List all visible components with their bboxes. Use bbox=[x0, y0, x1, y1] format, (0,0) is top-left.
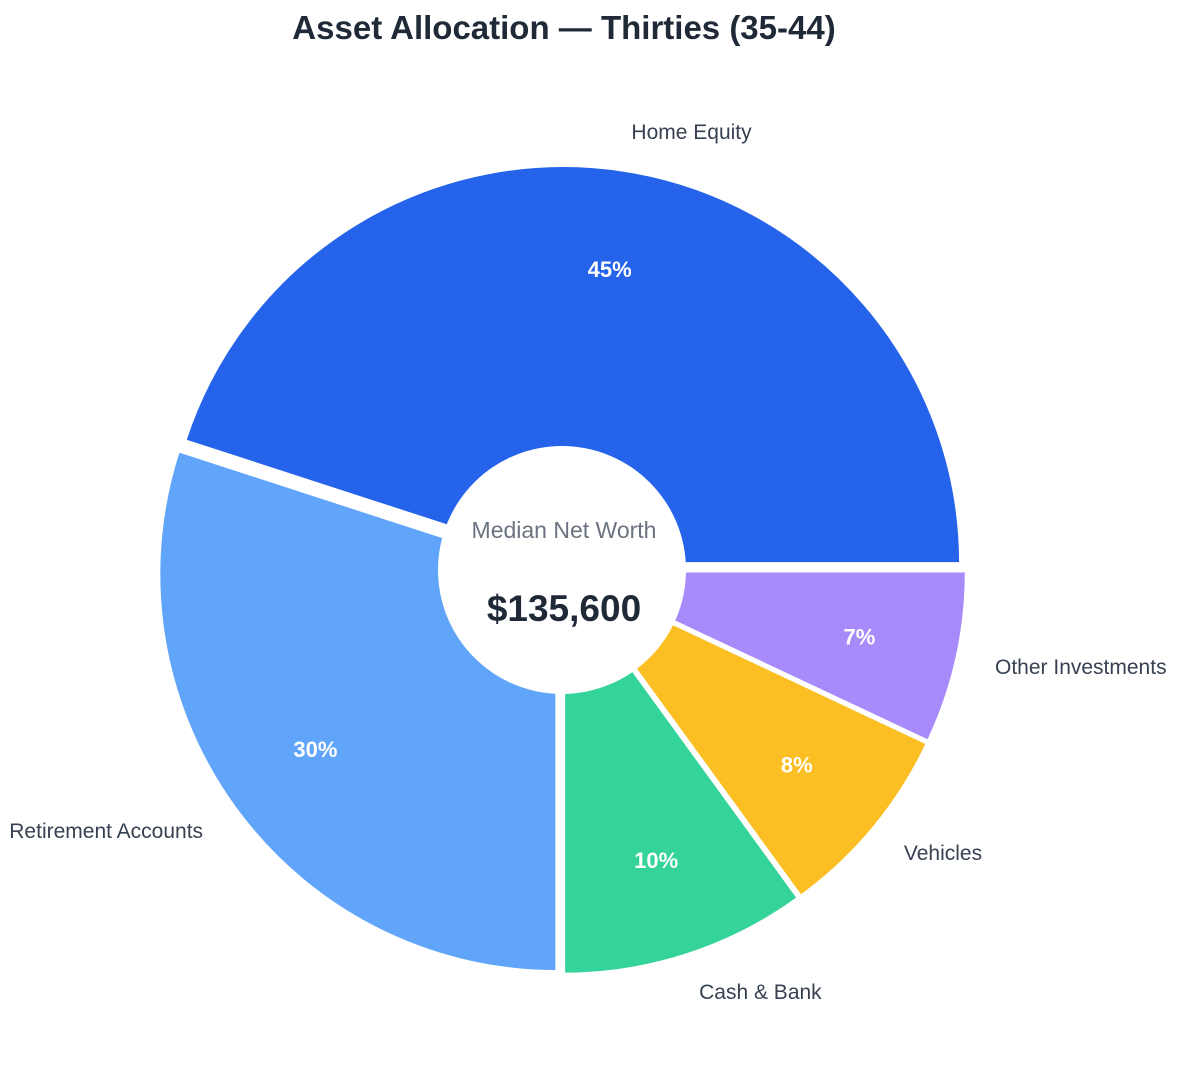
slice-label-other-investments: Other Investments bbox=[995, 656, 1167, 679]
slice-label-vehicles: Vehicles bbox=[904, 842, 982, 865]
slice-label-home-equity: Home Equity bbox=[631, 121, 752, 144]
center-label: Median Net Worth bbox=[472, 517, 657, 543]
slice-percent-cash-bank: 10% bbox=[634, 848, 678, 873]
slice-percent-vehicles: 8% bbox=[781, 752, 813, 777]
pie-slice-labels: Home Equity Retirement Accounts Cash & Ban… bbox=[9, 121, 1166, 1004]
chart-title: Asset Allocation — Thirties (35-44) bbox=[292, 9, 835, 46]
center-value: $135,600 bbox=[487, 588, 641, 629]
pie-slice-home-equity bbox=[184, 165, 962, 565]
donut-hole bbox=[438, 446, 686, 694]
slice-percent-home-equity: 45% bbox=[588, 257, 632, 282]
pie-percent-labels: 45% 30% 10% 8% 7% bbox=[293, 257, 875, 873]
slice-label-cash-bank: Cash & Bank bbox=[699, 981, 822, 1004]
pie-slice-vehicles bbox=[566, 573, 928, 898]
slice-label-retirement-accounts: Retirement Accounts bbox=[9, 820, 203, 843]
slice-percent-retirement-accounts: 30% bbox=[293, 737, 337, 762]
slice-percent-other-investments: 7% bbox=[844, 624, 876, 649]
